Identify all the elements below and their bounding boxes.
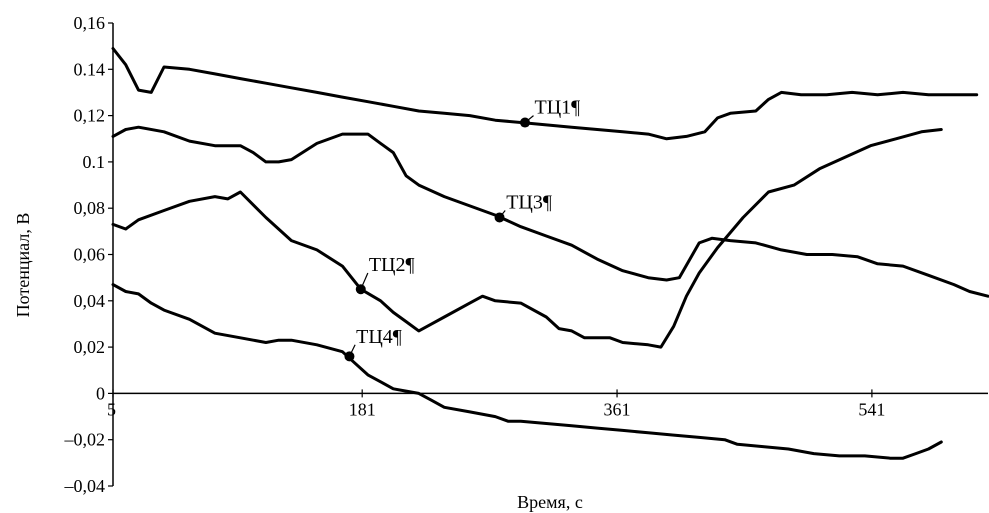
series-label: ТЦ3¶ bbox=[506, 192, 552, 214]
series-line bbox=[111, 128, 943, 349]
series-lines bbox=[111, 47, 989, 460]
series-line bbox=[111, 283, 943, 460]
y-tick-label: 0,12 bbox=[74, 106, 106, 126]
x-axis-ticks: 5 181 361 541 bbox=[107, 389, 885, 419]
y-tick-label: 0,02 bbox=[74, 337, 106, 357]
y-tick-label: 0,06 bbox=[74, 245, 106, 265]
series-label: ТЦ2¶ bbox=[369, 254, 415, 276]
y-axis-ticks: 0,16 0.14 0,12 0.1 0,08 0,06 0,04 0,02 0 –0,02 –0,… bbox=[64, 13, 113, 496]
series-labels: ТЦ1¶ ТЦ3¶ ТЦ2¶ ТЦ4¶ bbox=[344, 97, 580, 362]
x-axis-title: Время, с bbox=[517, 492, 583, 512]
y-tick-label: –0,04 bbox=[64, 476, 106, 496]
y-tick-label: 0,16 bbox=[74, 13, 106, 33]
y-tick-label: 0,04 bbox=[74, 291, 106, 311]
x-tick-label: 181 bbox=[349, 399, 376, 419]
series-label: ТЦ1¶ bbox=[535, 97, 581, 119]
series-marker bbox=[520, 117, 531, 128]
series-marker bbox=[494, 212, 505, 223]
x-tick-label: 541 bbox=[858, 399, 885, 419]
y-axis-title: Потенциал, В bbox=[13, 213, 33, 318]
x-tick-label: 361 bbox=[604, 399, 631, 419]
y-tick-label: 0.14 bbox=[74, 59, 106, 79]
series-marker bbox=[355, 284, 366, 295]
y-tick-label: 0.1 bbox=[83, 152, 106, 172]
series-line bbox=[111, 125, 989, 298]
series-marker bbox=[344, 351, 355, 362]
y-tick-label: 0 bbox=[96, 383, 105, 403]
y-tick-label: 0,08 bbox=[74, 198, 106, 218]
series-label: ТЦ4¶ bbox=[356, 326, 402, 348]
y-tick-label: –0,02 bbox=[64, 430, 106, 450]
series-line bbox=[111, 47, 979, 141]
x-tick-label: 5 bbox=[107, 399, 116, 419]
